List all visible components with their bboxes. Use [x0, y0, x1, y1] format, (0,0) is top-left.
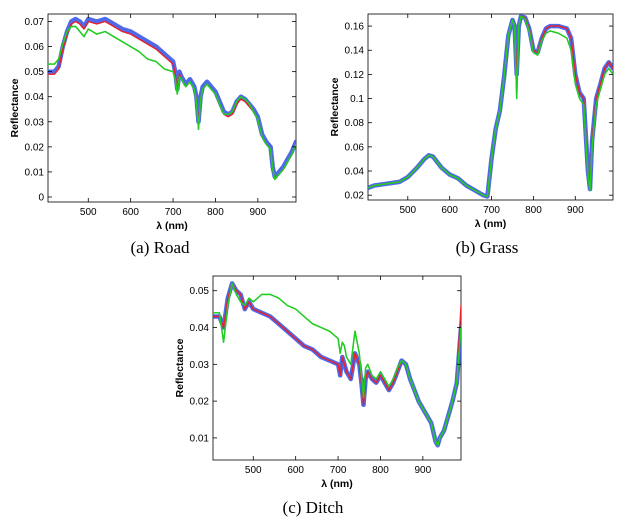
grass-y-tick-label: 0.04	[345, 167, 365, 178]
grass-x-tick-label: 500	[399, 205, 416, 216]
ditch-x-tick-label: 900	[415, 465, 432, 476]
ditch-x-axis-title: λ (nm)	[321, 478, 353, 490]
road-chart-svg: 500 600 700 800 900 0 0.01 0.02 0.03 0.04 0.05 0.06…	[9, 13, 297, 232]
ditch-caption: (c) Ditch	[282, 498, 344, 517]
road-x-tick-label: 500	[80, 207, 97, 218]
ditch-chart: 500 600 700 800 900 0.01 0.02 0.03 0.04 0.05 λ (nm…	[165, 268, 465, 490]
road-x-axis-title: λ (nm)	[156, 220, 188, 232]
road-x-tick-label: 600	[122, 207, 139, 218]
road-series-line-3-top	[48, 25, 296, 181]
ditch-series-line-3-top	[213, 282, 461, 447]
road-y-tick-label: 0.03	[25, 117, 45, 128]
grass-chart: 500 600 700 800 900 0.02 0.04 0.06 0.08 0.1 0.12 0.…	[318, 6, 618, 231]
road-y-tick-label: 0.02	[25, 142, 45, 153]
ditch-x-tick-label: 800	[372, 465, 389, 476]
road-chart: 500 600 700 800 900 0 0.01 0.02 0.03 0.04 0.05 0.06…	[8, 6, 300, 232]
road-y-tick-label: 0.01	[25, 167, 45, 178]
ditch-chart-svg: 500 600 700 800 900 0.01 0.02 0.03 0.04 0.05 λ (nm…	[174, 275, 462, 490]
road-y-tick-label: 0	[38, 192, 44, 203]
ditch-x-tick-label: 700	[330, 465, 347, 476]
grass-x-tick-label: 600	[441, 205, 458, 216]
grass-x-tick-label: 900	[567, 205, 584, 216]
road-y-axis-title: Reflectance	[9, 78, 21, 137]
road-y-tick-label: 0.06	[25, 42, 45, 53]
road-x-tick-label: 800	[207, 207, 224, 218]
grass-x-axis-title: λ (nm)	[475, 218, 507, 230]
grass-chart-svg: 500 600 700 800 900 0.02 0.04 0.06 0.08 0.1 0.12 0.…	[329, 13, 614, 230]
ditch-x-tick-label: 600	[287, 465, 304, 476]
road-y-tick-label: 0.04	[25, 92, 45, 103]
grass-y-axis-title: Reflectance	[329, 77, 341, 136]
road-plot-area	[47, 13, 297, 203]
road-y-tick-label: 0.07	[25, 17, 45, 28]
ditch-y-tick-label: 0.03	[190, 360, 210, 371]
grass-y-tick-label: 0.1	[350, 94, 364, 105]
grass-series-line-3-top	[368, 15, 613, 198]
grass-x-tick-label: 800	[525, 205, 542, 216]
ditch-series-group	[213, 281, 461, 448]
grass-y-tick-label: 0.14	[345, 46, 365, 57]
road-x-tick-label: 700	[165, 207, 182, 218]
grass-y-tick-label: 0.16	[345, 22, 365, 33]
grass-y-tick-label: 0.08	[345, 118, 365, 129]
road-series-group	[48, 16, 296, 181]
road-x-tick-label: 900	[250, 207, 267, 218]
grass-y-tick-label: 0.02	[345, 191, 365, 202]
road-y-tick-label: 0.05	[25, 67, 45, 78]
grass-y-tick-label: 0.12	[345, 70, 365, 81]
grass-series-group	[368, 14, 613, 199]
ditch-y-tick-label: 0.01	[190, 433, 210, 444]
ditch-y-tick-label: 0.05	[190, 286, 210, 297]
ditch-x-tick-label: 500	[245, 465, 262, 476]
ditch-y-tick-label: 0.02	[190, 397, 210, 408]
grass-x-tick-label: 700	[483, 205, 500, 216]
ditch-y-tick-label: 0.04	[190, 323, 210, 334]
road-caption: (a) Road	[130, 238, 190, 257]
grass-y-tick-label: 0.06	[345, 142, 365, 153]
ditch-y-axis-title: Reflectance	[174, 338, 186, 397]
grass-caption: (b) Grass	[455, 238, 519, 257]
